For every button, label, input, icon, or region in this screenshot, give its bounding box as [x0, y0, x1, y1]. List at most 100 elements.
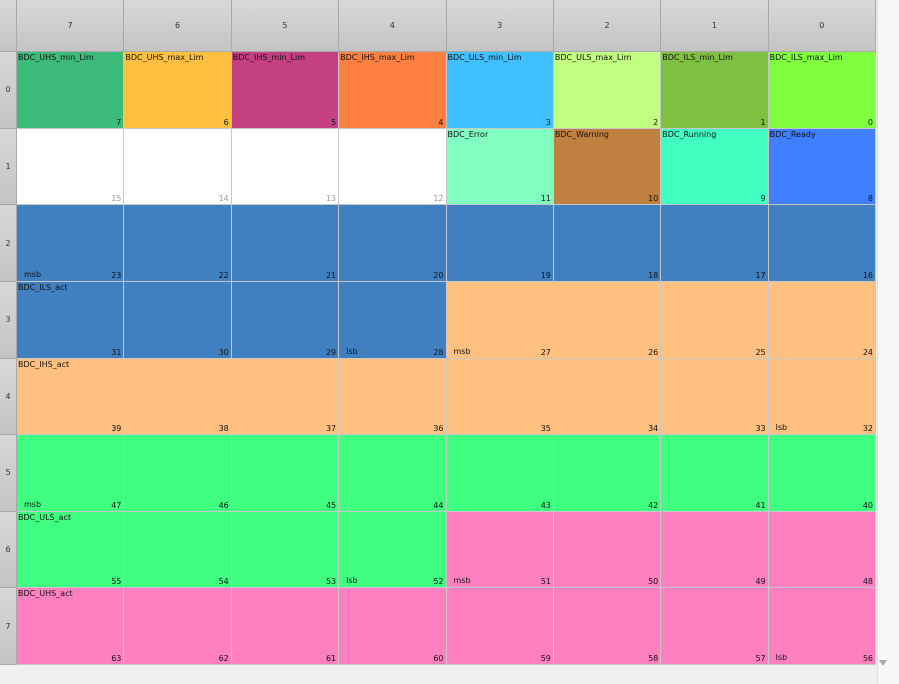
bit-number: 61	[325, 654, 337, 663]
signal-name: BDC_ULS_min_Lim	[447, 53, 522, 62]
bit-cell: 41	[661, 435, 769, 512]
column-header: 1	[661, 0, 769, 52]
bit-number: 11	[540, 194, 551, 204]
bit-number: 50	[648, 577, 659, 587]
bit-cell: 22	[124, 205, 232, 282]
bit-number: 59	[540, 654, 551, 663]
row-header: 6	[0, 511, 17, 589]
scroll-down-arrow[interactable]	[879, 660, 887, 666]
bit-number: 3	[545, 117, 551, 127]
bit-cell: 35	[446, 358, 554, 436]
column-header: 4	[339, 0, 447, 52]
bit-number: 37	[325, 424, 337, 434]
bit-cell: 44	[339, 435, 447, 512]
bit-number: 43	[540, 500, 551, 510]
row-header: 4	[0, 358, 17, 436]
bit-number: 28	[433, 347, 444, 357]
bit-cell: 30	[124, 281, 232, 359]
bit-order-marker: lsb	[346, 576, 358, 586]
bit-number: 58	[648, 654, 659, 663]
signal-name: BDC_ULS_act	[18, 512, 72, 522]
bit-cell: BDC_ILS_max_Lim 0	[768, 52, 876, 129]
bit-cell: BDC_ILS_act 31	[17, 281, 125, 359]
bit-cell: 46	[124, 435, 232, 512]
bit-number: 34	[648, 424, 659, 434]
bit-number: 56	[862, 654, 873, 663]
bit-cell: 33	[661, 358, 769, 436]
bit-cell: msb 51	[446, 511, 554, 589]
scrollbar[interactable]	[877, 0, 899, 684]
bit-number: 31	[111, 347, 122, 357]
signal-name: BDC_ILS_max_Lim	[769, 53, 843, 62]
bit-number: 44	[433, 500, 444, 510]
signal-name: BDC_IHS_act	[18, 359, 70, 369]
bit-number: 23	[111, 270, 122, 280]
signal-name: BDC_UHS_max_Lim	[125, 53, 204, 62]
bit-number: 54	[218, 577, 229, 587]
bit-cell: BDC_Running 9	[661, 128, 769, 206]
bit-cell: 48	[768, 511, 876, 589]
row-header: 3	[0, 281, 17, 359]
bit-number: 9	[760, 194, 766, 204]
bit-cell: lsb 32	[768, 358, 876, 436]
bit-number: 32	[862, 424, 873, 434]
bit-number: 40	[862, 500, 873, 510]
bit-number: 7	[116, 117, 122, 127]
bit-cell: 45	[231, 435, 340, 512]
bit-cell: 12	[339, 128, 447, 206]
bit-number: 42	[648, 500, 659, 510]
bit-number: 15	[111, 194, 122, 204]
bit-number: 1	[760, 117, 766, 127]
bit-number: 26	[648, 347, 659, 357]
bit-number: 19	[540, 270, 551, 280]
bit-cell: BDC_Error 11	[446, 128, 554, 206]
bit-cell: 58	[553, 588, 662, 665]
bit-number: 24	[862, 347, 873, 357]
bit-number: 6	[223, 117, 229, 127]
bit-cell: 14	[124, 128, 232, 206]
bit-number: 33	[755, 424, 766, 434]
bit-number: 20	[433, 270, 444, 280]
signal-name: BDC_ILS_min_Lim	[662, 53, 733, 62]
signal-name: BDC_Ready	[769, 129, 816, 139]
bit-cell: BDC_UHS_min_Lim 7	[17, 52, 125, 129]
bit-number: 41	[755, 500, 766, 510]
bit-number: 14	[218, 194, 229, 204]
bit-cell: 60	[339, 588, 447, 665]
bit-number: 30	[218, 347, 229, 357]
bit-cell: 16	[768, 205, 876, 282]
bit-cell: 61	[231, 588, 340, 665]
bit-cell: 40	[768, 435, 876, 512]
bit-number: 18	[648, 270, 659, 280]
bit-cell: lsb 52	[339, 511, 447, 589]
bit-cell: 53	[231, 511, 340, 589]
bit-order-marker: msb	[453, 346, 471, 356]
bit-cell: 34	[553, 358, 662, 436]
column-header: 5	[231, 0, 340, 52]
bit-number: 63	[111, 654, 122, 663]
column-header: 2	[553, 0, 662, 52]
signal-name: BDC_Warning	[554, 129, 609, 139]
bit-number: 55	[111, 577, 122, 587]
bit-cell: 17	[661, 205, 769, 282]
bit-cell: 36	[339, 358, 447, 436]
bit-cell: BDC_ULS_min_Lim 3	[446, 52, 554, 129]
corner	[0, 0, 17, 52]
column-header: 3	[446, 0, 554, 52]
bit-cell: 50	[553, 511, 662, 589]
column-header: 7	[17, 0, 125, 52]
signal-name: BDC_IHS_min_Lim	[232, 53, 305, 62]
bit-number: 39	[111, 424, 122, 434]
bit-cell: BDC_Warning 10	[553, 128, 662, 206]
column-header: 6	[124, 0, 232, 52]
bit-cell: 21	[231, 205, 340, 282]
bit-cell: msb 27	[446, 281, 554, 359]
bit-order-marker: lsb	[775, 653, 788, 662]
row-header: 1	[0, 128, 17, 206]
bit-cell: 38	[124, 358, 232, 436]
bit-number: 51	[540, 577, 551, 587]
bit-cell: 26	[553, 281, 662, 359]
bit-cell: BDC_UHS_max_Lim 6	[124, 52, 232, 129]
bit-order-marker: lsb	[775, 423, 788, 433]
